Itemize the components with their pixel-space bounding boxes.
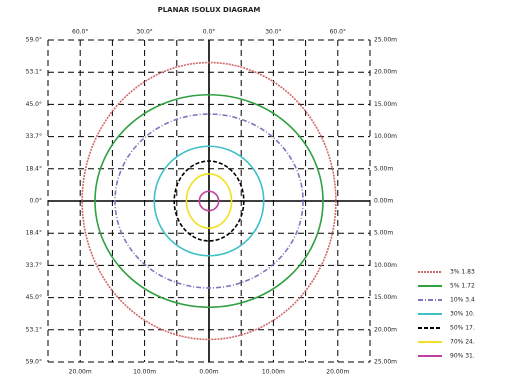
angle-tick-label: 18.4°: [26, 165, 42, 172]
x-tick-label: 10.00m: [262, 369, 285, 376]
angle-tick-label: 30.0°: [265, 29, 281, 36]
legend-label: 5% 1.72: [450, 283, 475, 290]
angle-tick-label: 0.0°: [203, 29, 216, 36]
legend-label: 70% 24.: [450, 339, 475, 346]
y-tick-label: 10.00m: [374, 262, 397, 269]
y-tick-label: 5.00m: [374, 230, 393, 237]
angle-tick-label: 53.1°: [26, 69, 42, 76]
y-tick-label: 5.00m: [374, 165, 393, 172]
angle-tick-label: 45.0°: [26, 294, 42, 301]
isolux-contour: [81, 61, 337, 341]
angle-tick-label: 53.1°: [26, 326, 42, 333]
isolux-contour: [185, 173, 233, 229]
y-tick-label: 25.00m: [374, 37, 397, 44]
chart-title: PLANAR ISOLUX DIAGRAM: [158, 6, 261, 14]
legend-label: 10% 3.4: [450, 297, 475, 304]
isolux-contour: [198, 190, 220, 212]
angle-tick-label: 18.4°: [26, 230, 42, 237]
y-tick-label: 15.00m: [374, 101, 397, 108]
y-tick-label: 0.00m: [374, 198, 393, 205]
y-tick-label: 25.00m: [374, 359, 397, 366]
isolux-contour: [114, 113, 304, 289]
x-tick-label: 20.00m: [326, 369, 349, 376]
isolux-contour: [94, 93, 324, 309]
x-tick-label: 10.00m: [133, 369, 156, 376]
y-tick-label: 20.00m: [374, 69, 397, 76]
legend-label: 3% 1.83: [450, 269, 475, 276]
angle-tick-label: 59.0°: [26, 359, 42, 366]
angle-tick-label: 45.0°: [26, 101, 42, 108]
legend-label: 30% 10.: [450, 311, 475, 318]
legend-label: 50% 17.: [450, 325, 475, 332]
angle-tick-label: 60.0°: [72, 29, 88, 36]
x-tick-label: 0.00m: [199, 369, 218, 376]
isolux-contour: [153, 145, 265, 257]
y-tick-label: 20.00m: [374, 326, 397, 333]
y-tick-label: 15.00m: [374, 294, 397, 301]
angle-tick-label: 33.7°: [26, 262, 42, 269]
angle-tick-label: 59.0°: [26, 37, 42, 44]
legend-label: 90% 31.: [450, 353, 475, 360]
angle-tick-label: 30.0°: [136, 29, 152, 36]
angle-tick-label: 0.0°: [29, 198, 42, 205]
y-tick-label: 10.00m: [374, 133, 397, 140]
angle-tick-label: 60.0°: [330, 29, 346, 36]
isolux-contour: [173, 160, 245, 242]
x-tick-label: 20.00m: [69, 369, 92, 376]
angle-tick-label: 33.7°: [26, 133, 42, 140]
